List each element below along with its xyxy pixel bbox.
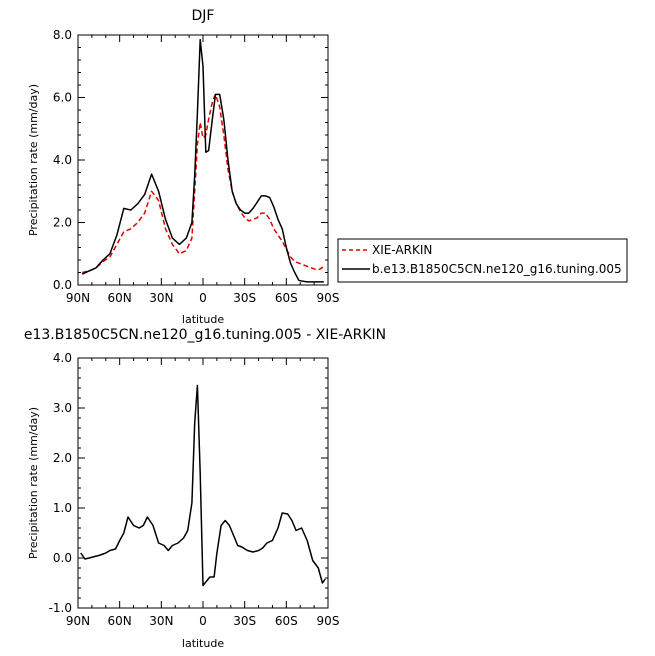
legend-label-model: b.e13.B1850C5CN.ne120_g16.tuning.005 bbox=[372, 262, 622, 276]
x-tick-label: 60N bbox=[108, 614, 132, 628]
legend-label-xie-arkin: XIE-ARKIN bbox=[372, 243, 432, 257]
bottom-y-axis-label: Precipitation rate (mm/day) bbox=[27, 407, 40, 559]
y-tick-label: 2.0 bbox=[53, 451, 72, 465]
bottom-panel: e13.B1850C5CN.ne120_g16.tuning.005 - XIE… bbox=[24, 327, 386, 650]
x-tick-label: 90N bbox=[66, 291, 90, 305]
y-tick-label: 0.0 bbox=[53, 278, 72, 292]
x-tick-label: 0 bbox=[199, 614, 207, 628]
y-tick-label: 2.0 bbox=[53, 216, 72, 230]
series-line-b-e13-b1850c5cn-ne120-g16-tuning-005 bbox=[81, 38, 324, 283]
x-tick-label: 60S bbox=[275, 291, 298, 305]
x-tick-label: 30N bbox=[149, 614, 173, 628]
y-tick-label: 3.0 bbox=[53, 401, 72, 415]
x-tick-label: 30N bbox=[149, 291, 173, 305]
bottom-series-lines bbox=[80, 384, 326, 587]
y-tick-label: 8.0 bbox=[53, 28, 72, 42]
x-tick-label: 60S bbox=[275, 614, 298, 628]
y-tick-label: 1.0 bbox=[53, 501, 72, 515]
top-x-ticks: 90N 60N 30N 0 30S 60S 90S bbox=[66, 35, 340, 305]
y-tick-label: 6.0 bbox=[53, 91, 72, 105]
y-tick-label: -1.0 bbox=[49, 601, 72, 615]
bottom-chart-title: e13.B1850C5CN.ne120_g16.tuning.005 - XIE… bbox=[24, 327, 386, 343]
x-tick-label: 90S bbox=[317, 614, 340, 628]
legend-box bbox=[337, 238, 628, 283]
x-tick-label: 60N bbox=[108, 291, 132, 305]
series-line-panel-2-diff bbox=[80, 384, 326, 587]
x-tick-label: 0 bbox=[199, 291, 207, 305]
legend: XIE-ARKIN b.e13.B1850C5CN.ne120_g16.tuni… bbox=[337, 238, 628, 283]
top-chart-title: DJF bbox=[192, 8, 215, 24]
y-tick-label: 4.0 bbox=[53, 351, 72, 365]
y-tick-label: 0.0 bbox=[53, 551, 72, 565]
top-panel: DJF 0.02.04.06.08.0 90N 60N 30N 0 30S 60S 90S … bbox=[27, 8, 628, 326]
bottom-x-axis-label: latitude bbox=[182, 637, 224, 650]
series-line-xie-arkin bbox=[82, 93, 325, 274]
x-tick-label: 90S bbox=[317, 291, 340, 305]
y-tick-label: 4.0 bbox=[53, 153, 72, 167]
top-series-lines bbox=[81, 38, 325, 283]
bottom-y-ticks: -1.0 0.0 1.0 2.0 3.0 4.0 bbox=[49, 351, 328, 615]
bottom-x-ticks: 90N 60N 30N 0 30S 60S 90S bbox=[66, 358, 340, 628]
x-tick-label: 90N bbox=[66, 614, 90, 628]
top-y-ticks: 0.0 2.0 4.0 6.0 8.0 bbox=[53, 28, 328, 292]
x-tick-label: 30S bbox=[233, 614, 256, 628]
top-x-axis-label: latitude bbox=[182, 313, 224, 326]
top-y-axis-label: Precipitation rate (mm/day) bbox=[27, 84, 40, 236]
x-tick-label: 30S bbox=[233, 291, 256, 305]
